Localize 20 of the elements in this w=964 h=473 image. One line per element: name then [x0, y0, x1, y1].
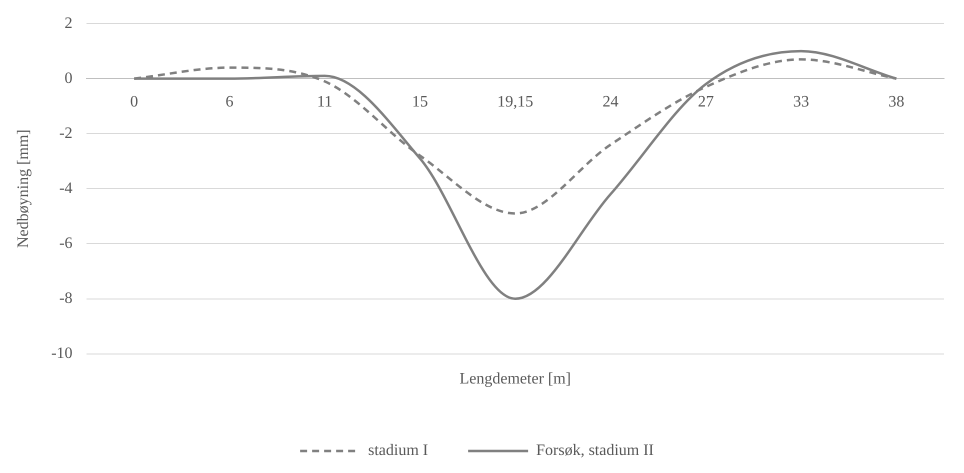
y-tick-label: -8 [59, 290, 73, 307]
x-tick-label: 19,15 [497, 93, 534, 110]
legend-label: stadium I [368, 442, 428, 460]
x-tick-label: 15 [412, 93, 428, 110]
x-axis-title: Lengdemeter [m] [460, 370, 572, 388]
y-tick-label: 2 [64, 14, 73, 32]
y-tick-label: -2 [59, 124, 73, 142]
x-tick-label: 6 [225, 93, 234, 110]
x-tick-label: 0 [130, 93, 138, 110]
x-tick-label: 27 [698, 93, 714, 110]
y-tick-label: -6 [59, 234, 73, 252]
x-tick-label: 33 [793, 93, 810, 110]
y-tick-label: 0 [64, 70, 73, 87]
x-tick-label: 24 [602, 93, 619, 110]
legend-label: Forsøk, stadium II [536, 442, 654, 460]
x-tick-label: 38 [888, 93, 904, 110]
x-tick-label: 11 [317, 93, 332, 110]
y-axis-title: Nedbøyning [mm] [14, 129, 32, 248]
y-tick-label: -4 [59, 180, 73, 197]
y-tick-label: -10 [51, 345, 73, 362]
